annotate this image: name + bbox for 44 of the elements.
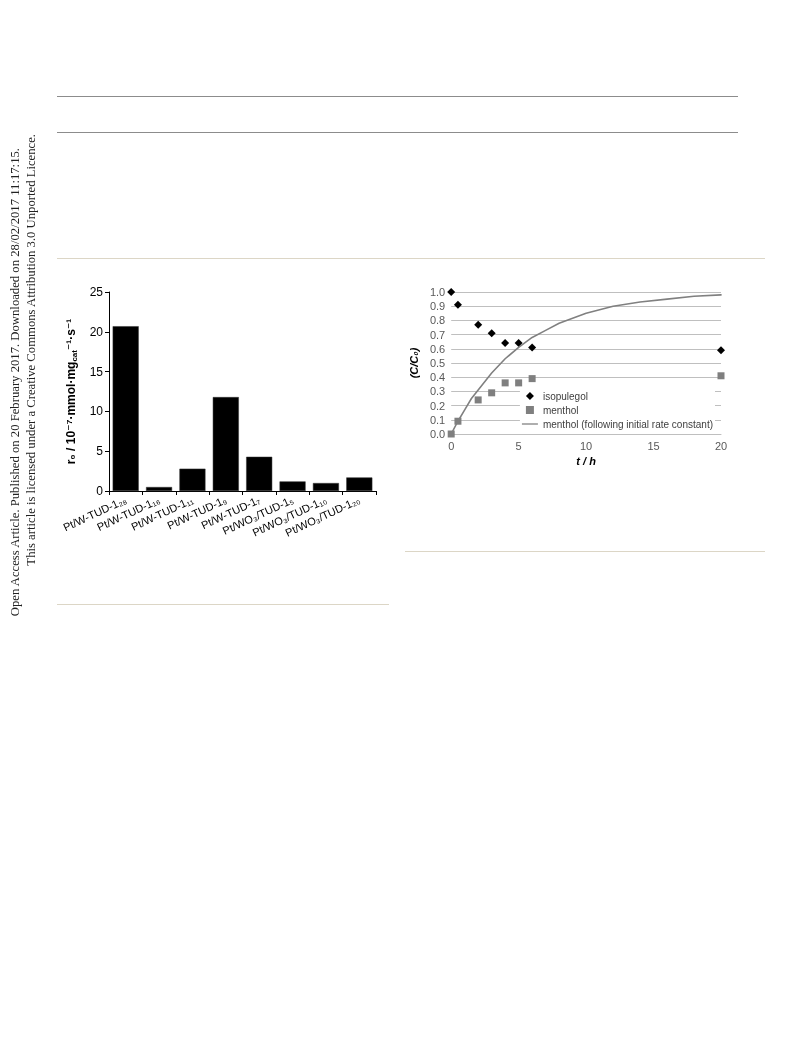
y-axis-title: r₀ / 10⁻⁷·mmol·mgcat⁻¹·s⁻¹ xyxy=(63,318,80,465)
x-axis-title: t / h xyxy=(576,455,597,468)
y-tick-label: 0.9 xyxy=(429,300,446,313)
x-tick-label: 15 xyxy=(647,439,660,452)
legend-label: isopulegol xyxy=(542,390,588,402)
point xyxy=(528,343,537,352)
y-tick-label: 0.2 xyxy=(429,399,446,412)
y-tick-label: 0 xyxy=(96,484,104,498)
point xyxy=(474,396,482,404)
x-tick-label: 10 xyxy=(579,439,593,452)
text: Open Access Article. Published on 20 February 2017. Downloaded on 28/02/2017 11:17:15. xyxy=(8,147,23,616)
y-tick-label: 0.8 xyxy=(429,314,446,327)
point xyxy=(487,329,496,338)
point xyxy=(717,372,725,380)
y-tick-label: 0.4 xyxy=(429,371,446,384)
point xyxy=(488,389,496,397)
x-tick-label: 20 xyxy=(714,439,728,452)
y-tick-label: 25 xyxy=(89,285,104,299)
x-tick-label: 5 xyxy=(515,439,522,452)
y-tick-label: 0.1 xyxy=(429,413,446,426)
point xyxy=(514,339,523,348)
y-tick-label: 0.5 xyxy=(429,357,446,369)
text: This article is licensed under a Creative Commons Attribution 3.0 Unported Licence. xyxy=(24,134,39,566)
legend-label: menthol xyxy=(542,404,579,416)
point xyxy=(528,375,536,383)
legend-label: menthol (following initial rate constant) xyxy=(542,418,714,430)
point xyxy=(447,430,455,438)
point xyxy=(501,339,510,348)
point xyxy=(717,346,725,355)
y-tick-label: 10 xyxy=(89,404,104,419)
point xyxy=(474,320,483,329)
y-tick-label: 1.0 xyxy=(429,286,446,298)
y-tick-label: 0.7 xyxy=(429,328,446,341)
y-tick-label: 15 xyxy=(89,364,104,379)
y-tick-label: 0.0 xyxy=(429,428,446,440)
y-axis-title: (C/C₀) xyxy=(407,347,420,379)
x-tick-label: 0 xyxy=(448,439,455,452)
point xyxy=(447,288,456,296)
point xyxy=(501,379,509,387)
point xyxy=(453,300,462,309)
y-tick-label: 20 xyxy=(89,324,104,339)
y-tick-label: 0.3 xyxy=(429,385,446,398)
point xyxy=(515,379,523,387)
y-tick-label: 0.6 xyxy=(429,342,446,355)
